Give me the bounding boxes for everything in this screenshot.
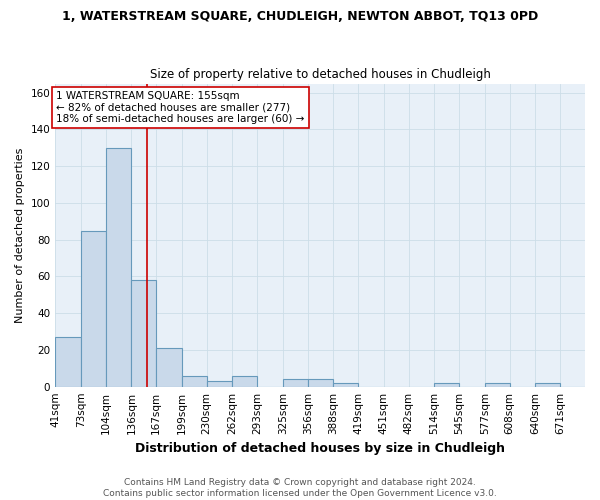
Title: Size of property relative to detached houses in Chudleigh: Size of property relative to detached ho… (149, 68, 491, 81)
Bar (106, 148, 131, 386)
Bar (55, 337, 81, 386)
Y-axis label: Number of detached properties: Number of detached properties (15, 148, 25, 323)
Bar (232, 376, 257, 386)
Bar (434, 383, 459, 386)
Bar (283, 380, 308, 386)
Bar (485, 383, 509, 386)
Bar (182, 376, 206, 386)
Bar (334, 383, 358, 386)
X-axis label: Distribution of detached houses by size in Chudleigh: Distribution of detached houses by size … (135, 442, 505, 455)
Text: Contains HM Land Registry data © Crown copyright and database right 2024.
Contai: Contains HM Land Registry data © Crown c… (103, 478, 497, 498)
Bar (81, 230, 106, 386)
Bar (156, 348, 182, 387)
Bar (206, 381, 232, 386)
Bar (131, 280, 156, 386)
Text: 1 WATERSTREAM SQUARE: 155sqm
← 82% of detached houses are smaller (277)
18% of s: 1 WATERSTREAM SQUARE: 155sqm ← 82% of de… (56, 91, 304, 124)
Bar (535, 383, 560, 386)
Text: 1, WATERSTREAM SQUARE, CHUDLEIGH, NEWTON ABBOT, TQ13 0PD: 1, WATERSTREAM SQUARE, CHUDLEIGH, NEWTON… (62, 10, 538, 23)
Bar (308, 380, 334, 386)
